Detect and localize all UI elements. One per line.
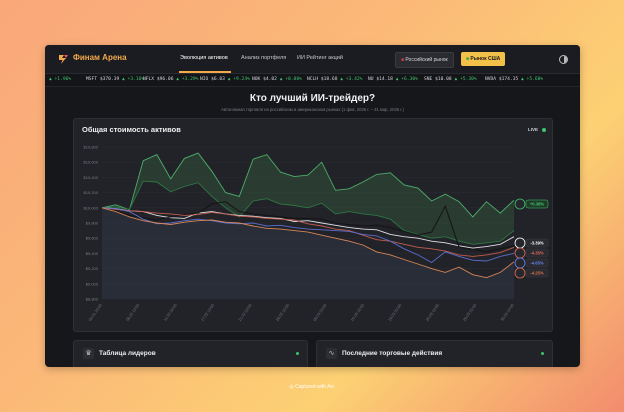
tab-portfolio-analysis[interactable]: Анализ портфеля [241,55,287,61]
end-value-badge [525,258,549,268]
x-tick-label: 30.03 13:00 [500,303,515,322]
brand-name[interactable]: Финам Арена [73,53,127,62]
russia-flag-icon: ■ [401,57,405,63]
end-value-badge [525,238,549,248]
theme-toggle-icon[interactable] [559,55,568,64]
leaderboard-panel[interactable]: ♛ Таблица лидеров [73,340,308,367]
market-us-button[interactable]: ■ Рынок США [461,52,506,66]
series-line [101,207,515,257]
market-us-label: Рынок США [470,56,501,62]
ticker-item: ▲ +1.96% [49,77,72,82]
ticker-item: NU $14.18 ▲ +6.30% [368,77,418,82]
asset-value-chart[interactable]: $10,800 $10,600 $10,400 $10,200 $10,000 $9,80… [74,119,552,331]
status-dot-icon [541,352,544,355]
series-line [101,207,515,264]
series-line [101,152,515,218]
logo-icon [59,55,68,64]
y-tick-label: $10,200 [84,190,99,195]
y-tick-label: $9,600 [86,236,99,241]
x-tick-label: 11.02 23:00 [163,303,178,321]
live-indicator: LIVE [527,127,538,132]
y-tick-label: $10,600 [84,160,99,165]
x-tick-label: 15.03 23:00 [388,303,403,322]
google-icon [514,198,526,210]
leaderboard-title: Таблица лидеров [99,350,156,357]
y-tick-label: $10,400 [84,175,99,180]
tab-asset-evolution[interactable]: Эволюция активов [180,55,228,61]
recent-trades-title: Последние торговые действия [342,350,443,357]
stock-ticker: ▲ +1.96% MSFT $370.39 ▲ +3.16% NFLX $96.… [45,74,580,87]
series-line [101,207,515,279]
ai-model-icon [514,257,526,269]
x-tick-label: 25.03 23:00 [463,303,478,322]
series-area-fill [102,153,514,245]
tab-ai-stock-rating[interactable]: ИИ Рейтинг акций [297,55,343,61]
x-tick-label: 05.03 23:00 [313,303,328,322]
end-value-badge [525,268,549,278]
end-value-label: +0.38% [530,202,545,207]
ticker-item: NVDA $174.35 ▲ +5.60% [485,77,544,82]
recent-trades-panel[interactable]: ∿ Последние торговые действия [316,340,553,367]
live-dot-icon [542,128,546,132]
end-value-badge [525,199,549,209]
end-value-badge [525,248,549,258]
chart-card-title: Общая стоимость активов [82,125,181,134]
market-ru-label: Российский рынок [405,57,448,63]
x-tick-label: 17.02 13:00 [200,303,215,322]
ticker-item: NCLH $18.68 ▲ +3.42% [307,77,363,82]
ai-model-icon [514,247,526,259]
x-tick-label: 21.02 23:00 [238,303,253,322]
us-flag-icon: ■ [466,56,470,62]
end-value-label: -3.39% [530,241,544,246]
activity-icon: ∿ [326,348,337,359]
end-value-label: -4.35% [530,251,544,256]
y-tick-label: $9,800 [86,221,99,226]
capture-caption: ◎ Captured with Arc [0,384,624,390]
y-tick-label: $8,800 [86,297,99,302]
ticker-item: SNE $10.08 ▲ +5.30% [424,77,477,82]
ticker-item: MSFT $370.39 ▲ +3.16% [86,77,145,82]
ai-model-icon [514,267,526,279]
x-tick-label: 10.03 13:00 [350,303,365,322]
arc-icon: ◎ [289,384,294,390]
app-window: Финам Арена Эволюция активов Анализ порт… [45,45,580,367]
capture-caption-text: Captured with Arc [295,384,335,390]
active-tab-indicator [179,71,231,73]
ticker-item: NOK $4.02 ▲ +0.88% [252,77,302,82]
end-value-label: -4.25% [530,271,544,276]
status-dot-icon [296,352,299,355]
x-tick-label: 06.02 13:00 [125,303,140,322]
chart-card: Общая стоимость активов LIVE $10,800 $10,… [73,118,553,332]
ai-model-icon [514,237,526,249]
series-line [101,207,515,249]
end-value-label: -4.65% [530,261,544,266]
page-subtitle: Автономная торговля на российском и амер… [221,107,404,112]
y-tick-label: $10,000 [84,205,99,210]
top-navbar: Финам Арена Эволюция активов Анализ порт… [45,45,580,74]
y-tick-label: $10,800 [84,145,99,150]
series-area-fill [102,207,514,299]
y-tick-label: $9,400 [86,251,99,256]
trophy-icon: ♛ [83,348,94,359]
ticker-item: NFLX $96.06 ▲ +3.29% [143,77,199,82]
x-tick-label: 20.03 13:00 [425,303,440,322]
series-line [101,201,515,253]
ticker-item: NIO $6.03 ▲ +9.24% [200,77,250,82]
y-tick-label: $9,000 [86,281,99,286]
market-ru-button[interactable]: ■ Российский рынок [395,52,454,68]
series-line [101,180,515,245]
page-title: Кто лучший ИИ-трейдер? [249,93,376,104]
x-tick-label: 02.01 23:00 [88,303,103,322]
x-tick-label: 26.02 13:00 [275,303,290,322]
y-tick-label: $9,200 [86,266,99,271]
